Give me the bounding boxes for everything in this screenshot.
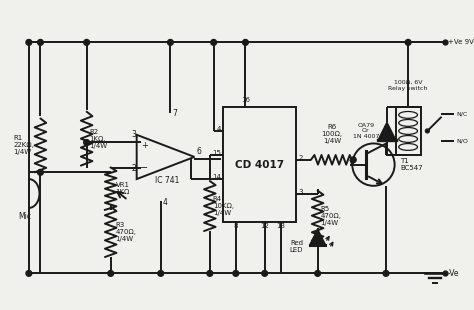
Text: Mic: Mic [18, 211, 32, 220]
Polygon shape [310, 229, 325, 245]
Text: 3: 3 [299, 188, 303, 194]
Text: Red
LED: Red LED [290, 240, 303, 253]
Text: 2: 2 [299, 155, 303, 161]
Text: 8: 8 [234, 223, 238, 229]
Text: R1
22KΩ,
1/4W: R1 22KΩ, 1/4W [13, 135, 34, 155]
Circle shape [167, 39, 173, 45]
Text: 3: 3 [132, 130, 137, 139]
Circle shape [426, 129, 429, 133]
Circle shape [211, 39, 217, 45]
Circle shape [158, 271, 164, 276]
Polygon shape [378, 122, 396, 140]
Circle shape [37, 170, 43, 175]
Circle shape [383, 271, 389, 276]
Text: VR1
1KΩ: VR1 1KΩ [116, 182, 130, 195]
Text: 15: 15 [212, 150, 221, 156]
Circle shape [37, 39, 43, 45]
Circle shape [315, 271, 320, 276]
Text: -Ve: -Ve [447, 269, 459, 278]
Text: 16: 16 [241, 97, 250, 103]
Text: N/O: N/O [456, 138, 468, 143]
Circle shape [84, 140, 90, 145]
Text: R6
100Ω,
1/4W: R6 100Ω, 1/4W [321, 124, 343, 144]
Bar [223, 107, 296, 222]
Text: IC 741: IC 741 [155, 175, 180, 184]
Text: R3
470Ω,
1/4W: R3 470Ω, 1/4W [116, 222, 137, 242]
Text: −: − [140, 163, 148, 173]
Text: CD 4017: CD 4017 [235, 160, 284, 170]
Circle shape [26, 39, 32, 45]
Text: 12: 12 [260, 223, 269, 229]
Circle shape [405, 39, 411, 45]
Circle shape [84, 39, 90, 45]
Text: 100Ω, 6V
Relay switch: 100Ω, 6V Relay switch [388, 80, 428, 91]
Circle shape [350, 157, 356, 163]
Circle shape [233, 271, 239, 276]
Text: 14: 14 [212, 174, 221, 180]
Text: R5
470Ω,
1/4W: R5 470Ω, 1/4W [320, 206, 342, 226]
Text: T1
BC547: T1 BC547 [401, 158, 423, 171]
Text: 6: 6 [196, 147, 201, 156]
Text: OA79
Or
1N 4007: OA79 Or 1N 4007 [353, 123, 379, 139]
Text: 7: 7 [172, 109, 177, 118]
Circle shape [108, 271, 114, 276]
Text: +: + [141, 141, 148, 150]
Circle shape [262, 271, 268, 276]
Circle shape [243, 39, 248, 45]
Circle shape [207, 271, 213, 276]
Text: R2
1KΩ,
1/4W: R2 1KΩ, 1/4W [90, 129, 108, 148]
Text: 4: 4 [217, 126, 221, 132]
Text: N/C: N/C [456, 111, 467, 116]
Text: 4: 4 [163, 198, 167, 207]
Text: 13: 13 [276, 223, 285, 229]
Text: R4
10KΩ,
1/4W: R4 10KΩ, 1/4W [213, 196, 234, 216]
Text: 2: 2 [132, 164, 137, 173]
Text: +Ve 9V: +Ve 9V [447, 39, 474, 45]
Bar [396, 107, 420, 155]
Circle shape [26, 271, 32, 276]
